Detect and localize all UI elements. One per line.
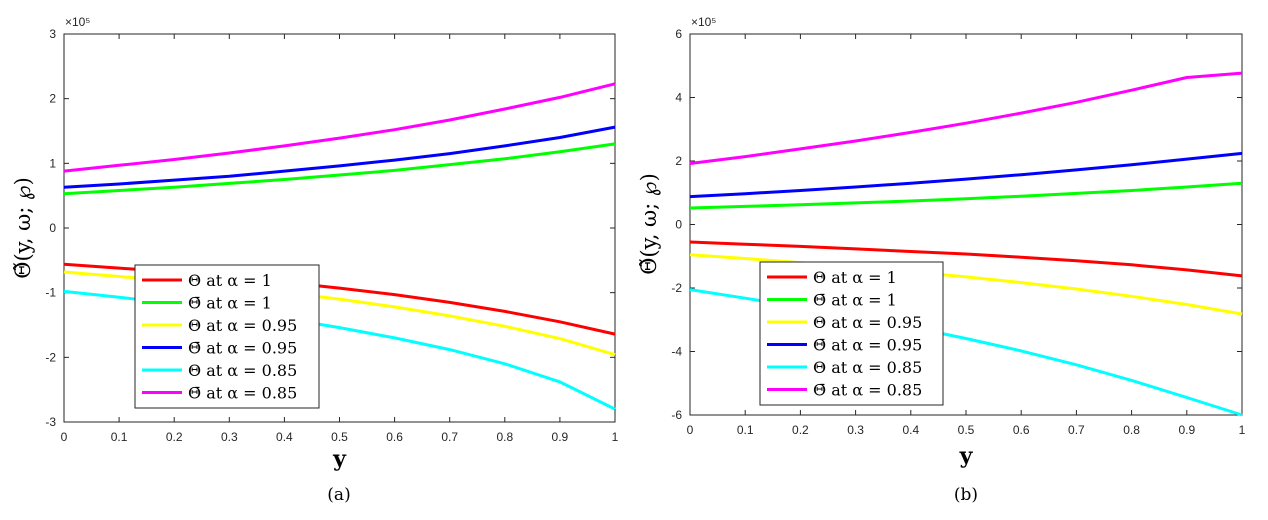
legend-label: Θ̄ at α = 0.85 <box>188 384 297 403</box>
x-tick-label: 1 <box>1239 423 1246 437</box>
y-tick-label: -3 <box>45 415 56 429</box>
series-line-6 <box>63 82 616 173</box>
y-tick-label: 1 <box>49 156 56 170</box>
x-tick-label: 0.6 <box>1013 423 1030 437</box>
x-tick-label: 0 <box>61 430 68 444</box>
legend-box <box>759 261 944 406</box>
panel-b: 0 0.1 0.2 0.3 0.4 0.5 0.6 0.7 0.8 0.9 1 -6 -4 -2 0 2 4 6 ×… <box>637 15 1246 505</box>
series-line-2 <box>689 181 1243 210</box>
y-tick-label: 0 <box>675 218 682 232</box>
series-line-3 <box>689 253 1243 316</box>
x-tick-label: 0.7 <box>1068 423 1085 437</box>
panel-caption: (b) <box>954 485 978 505</box>
y-tick-label: -2 <box>45 350 56 364</box>
legend: Θ at α = 1 Θ̄ at α = 1 Θ at α = 0.95 Θ̄ at … <box>759 261 944 406</box>
x-tick-label: 0.4 <box>276 430 293 444</box>
x-tick-label: 0.1 <box>737 423 754 437</box>
series-line-4 <box>689 151 1243 199</box>
y-tick-label: 0 <box>49 221 56 235</box>
x-axis-label: y <box>332 446 347 472</box>
y-tick-label: -1 <box>45 286 56 300</box>
legend: Θ at α = 1 Θ̄ at α = 1 Θ at α = 0.95 Θ̄ at … <box>134 264 320 409</box>
x-tick-label: 0.9 <box>1178 423 1195 437</box>
x-tick-label: 0.8 <box>496 430 513 444</box>
y-tick-label: 3 <box>49 27 56 41</box>
legend-label: Θ̄ at α = 1 <box>188 294 272 313</box>
x-tick-label: 0.2 <box>166 430 183 444</box>
x-tick-label: 0.3 <box>221 430 238 444</box>
x-tick-label: 0.2 <box>792 423 809 437</box>
legend-box <box>134 264 320 409</box>
x-tick-label: 0.3 <box>847 423 864 437</box>
legend-label: Θ at α = 0.85 <box>188 361 297 380</box>
y-tick-label: 2 <box>675 154 682 168</box>
series-line-4 <box>63 125 616 189</box>
legend-label: Θ̄ at α = 1 <box>813 291 897 310</box>
y-tick-label: -4 <box>671 345 682 359</box>
series-line-1 <box>689 240 1243 278</box>
x-tick-label: 0.4 <box>902 423 919 437</box>
legend-label: Θ̄ at α = 0.95 <box>813 336 922 355</box>
y-tick-label: 4 <box>675 91 682 105</box>
y-exponent-label: ×10⁵ <box>65 15 90 29</box>
legend-label: Θ at α = 0.95 <box>813 313 922 332</box>
legend-label: Θ̄ at α = 0.95 <box>188 339 297 358</box>
y-tick-label: 2 <box>49 92 56 106</box>
y-axis-label: Θ̃(y, ω; ℘) <box>11 177 35 279</box>
panel-caption: (a) <box>327 485 350 505</box>
series-line-2 <box>63 142 616 196</box>
y-exponent-label: ×10⁵ <box>691 15 716 29</box>
x-tick-label: 0 <box>687 423 694 437</box>
legend-label: Θ at α = 0.85 <box>813 358 922 377</box>
x-tick-label: 0.5 <box>958 423 975 437</box>
x-tick-label: 0.6 <box>386 430 403 444</box>
y-tick-label: 6 <box>675 27 682 41</box>
y-axis-label: Θ̃(y, ω; ℘) <box>637 173 661 275</box>
x-tick-label: 0.8 <box>1123 423 1140 437</box>
x-tick-label: 0.5 <box>331 430 348 444</box>
y-tick-label: -6 <box>671 408 682 422</box>
legend-label: Θ at α = 1 <box>188 271 272 290</box>
x-tick-label: 1 <box>612 430 619 444</box>
panel-a: 0 0.1 0.2 0.3 0.4 0.5 0.6 0.7 0.8 0.9 1 -3 -2 -1 0 1 2 3 ×… <box>11 15 619 505</box>
y-tick-label: -2 <box>671 281 682 295</box>
x-tick-label: 0.7 <box>441 430 458 444</box>
legend-label: Θ at α = 0.95 <box>188 316 297 335</box>
x-tick-label: 0.9 <box>552 430 569 444</box>
x-tick-label: 0.1 <box>111 430 128 444</box>
series-line-6 <box>689 71 1243 165</box>
x-axis-label: y <box>959 443 974 469</box>
legend-label: Θ at α = 1 <box>813 268 897 287</box>
legend-label: Θ̄ at α = 0.85 <box>813 381 922 400</box>
